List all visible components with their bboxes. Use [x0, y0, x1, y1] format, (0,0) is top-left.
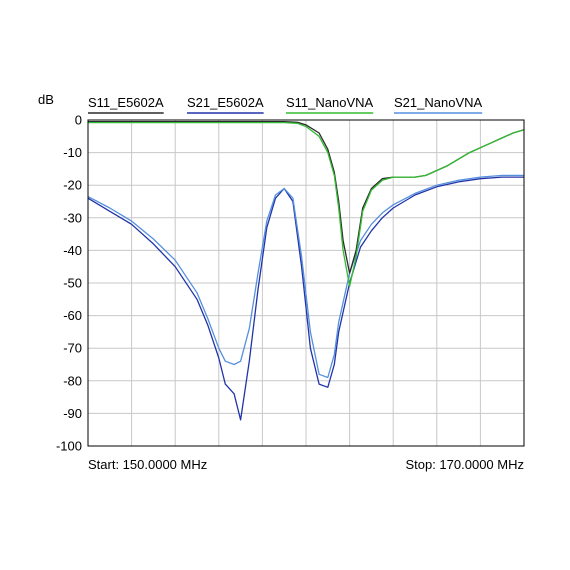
- legend-item: S21_NanoVNA: [394, 95, 482, 114]
- stop-frequency-label: Stop: 170.0000 MHz: [405, 457, 524, 472]
- y-tick-labels: 0 -10 -20 -30 -40 -50 -60 -70 -80 -90 -100: [56, 113, 82, 454]
- y-tick-label: -80: [63, 373, 82, 388]
- legend-label: S11_NanoVNA: [286, 95, 374, 110]
- series-line-s11-nanovna: [88, 121, 525, 287]
- plot-frame: [87, 119, 525, 447]
- series-layer: [87, 120, 525, 421]
- y-tick-label: -100: [56, 439, 82, 454]
- series-line-s21-nanovna: [87, 174, 524, 379]
- y-tick-label: -90: [63, 406, 82, 421]
- y-tick-label: 0: [75, 113, 82, 128]
- y-tick-label: -10: [63, 145, 82, 160]
- y-tick-label: -60: [63, 308, 82, 323]
- legend-label: S21_E5602A: [187, 95, 264, 110]
- legend-item: S21_E5602A: [187, 95, 264, 114]
- legend-item: S11_E5602A: [88, 95, 164, 114]
- legend-item: S11_NanoVNA: [286, 95, 374, 114]
- y-tick-label: -30: [63, 210, 82, 225]
- y-tick-label: -40: [63, 243, 82, 258]
- y-tick-label: -50: [63, 276, 82, 291]
- legend: S11_E5602A S21_E5602A S11_NanoVNA S21_NanoV…: [88, 95, 482, 114]
- y-tick-label: -70: [63, 341, 82, 356]
- y-axis-label: dB: [38, 92, 54, 107]
- legend-label: S11_E5602A: [88, 95, 164, 110]
- legend-label: S21_NanoVNA: [394, 95, 482, 110]
- start-frequency-label: Start: 150.0000 MHz: [88, 457, 207, 472]
- series-line-s21-e5602a: [87, 176, 524, 421]
- y-tick-label: -20: [63, 178, 82, 193]
